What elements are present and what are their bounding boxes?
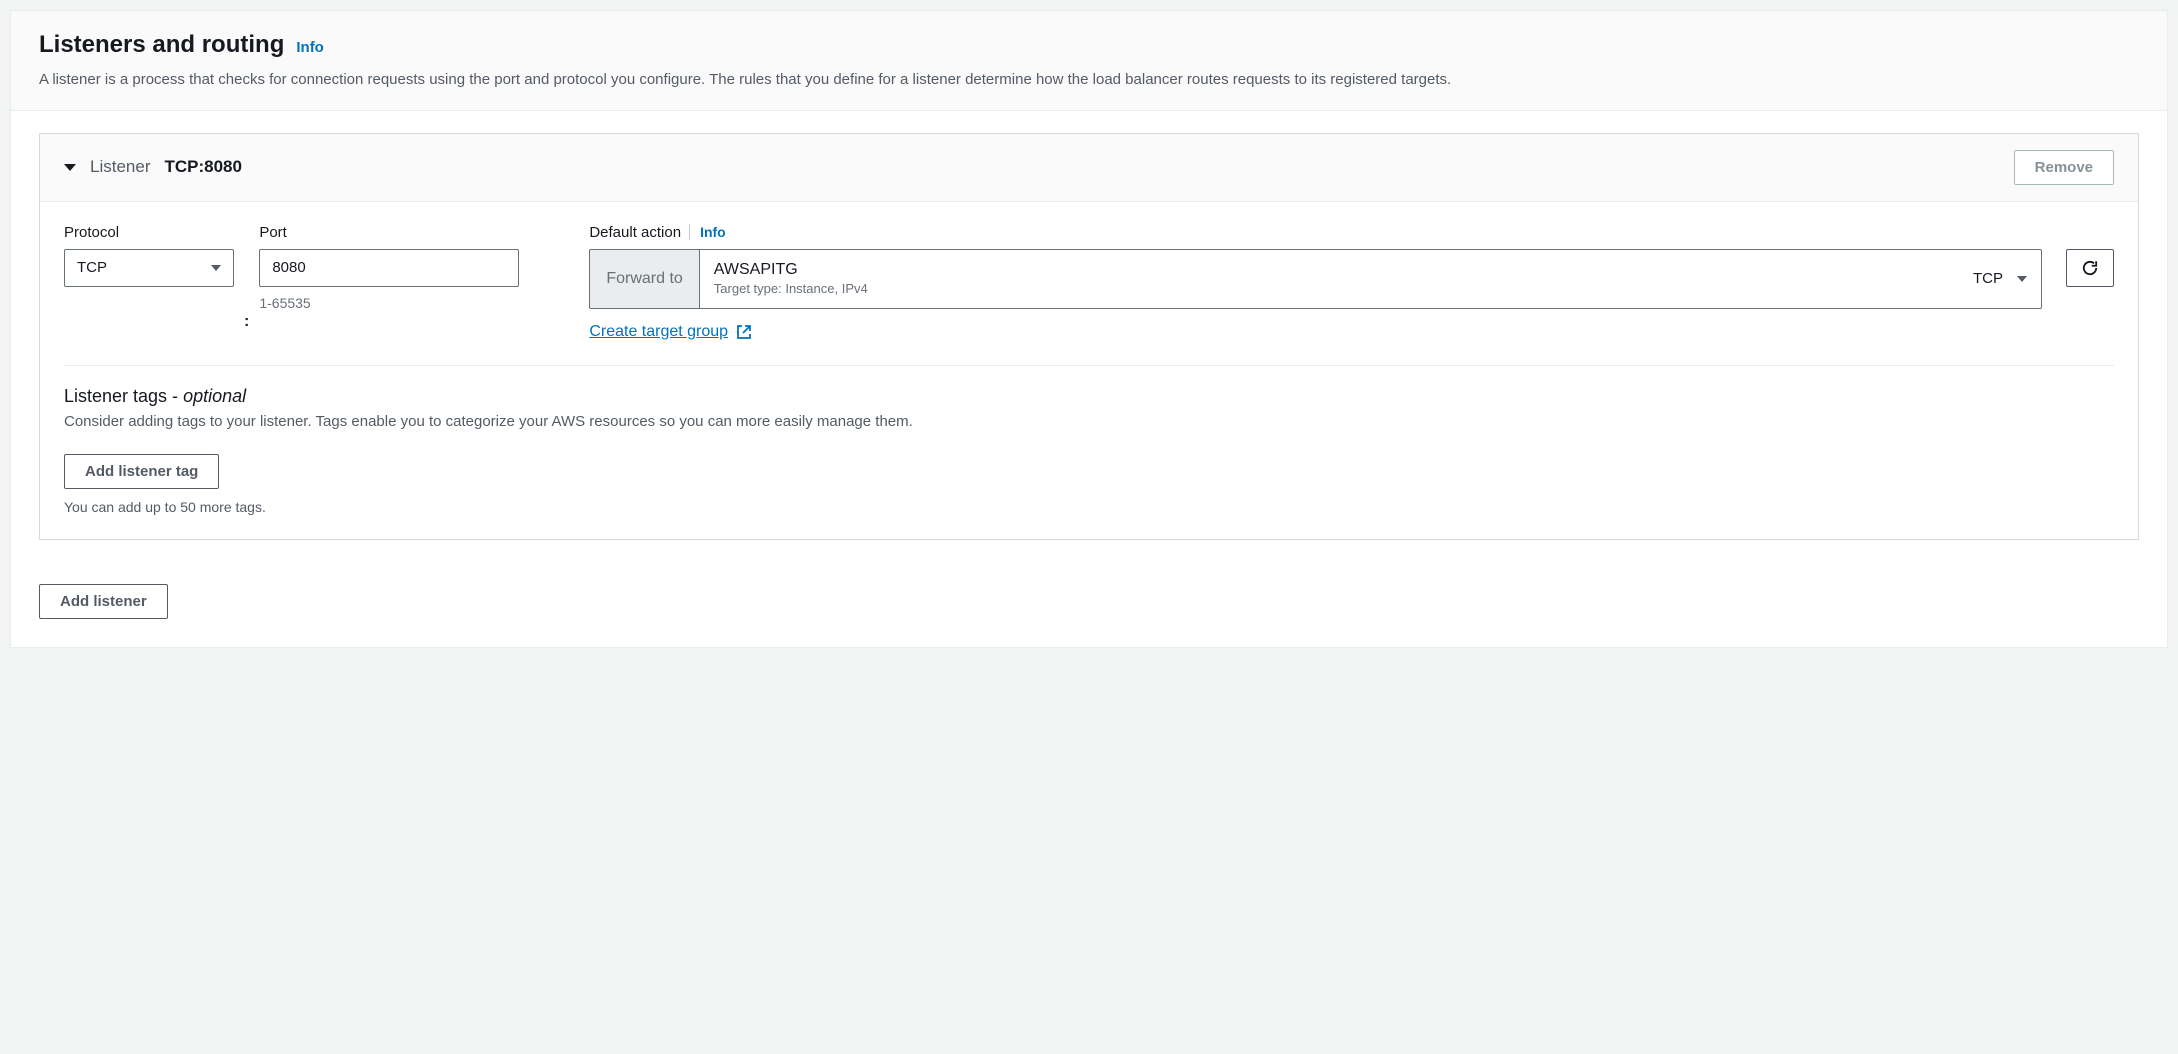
protocol-select[interactable]: TCP [64, 249, 234, 287]
protocol-field: Protocol TCP [64, 224, 234, 287]
panel-header: Listeners and routing Info A listener is… [11, 11, 2167, 111]
info-link[interactable]: Info [296, 39, 324, 56]
target-group-name: AWSAPITG [714, 261, 868, 279]
external-link-icon [736, 324, 752, 340]
target-group-select[interactable]: AWSAPITG Target type: Instance, IPv4 TCP [699, 249, 2042, 309]
create-target-group-link[interactable]: Create target group [589, 323, 2114, 341]
protocol-label: Protocol [64, 224, 234, 241]
port-field: Port 8080 1-65535 [259, 224, 519, 311]
listener-tags-section: Listener tags - optional Consider adding… [64, 386, 2114, 515]
refresh-button[interactable] [2066, 249, 2114, 287]
port-hint: 1-65535 [259, 295, 519, 311]
port-value: 8080 [272, 259, 305, 276]
create-target-group-label: Create target group [589, 323, 728, 341]
add-listener-button[interactable]: Add listener [39, 584, 168, 619]
target-group-subtext: Target type: Instance, IPv4 [714, 281, 868, 296]
listener-heading-label: Listener [90, 157, 150, 177]
divider [64, 365, 2114, 366]
remove-button[interactable]: Remove [2014, 150, 2114, 185]
chevron-down-icon [2017, 276, 2027, 282]
listener-card: Listener TCP:8080 Remove Protocol TCP : [39, 133, 2139, 540]
listener-tags-description: Consider adding tags to your listener. T… [64, 413, 2114, 430]
target-group-protocol: TCP [1973, 270, 2003, 287]
port-label: Port [259, 224, 519, 241]
port-input[interactable]: 8080 [259, 249, 519, 287]
listener-tags-title-main: Listener tags - [64, 386, 183, 406]
panel-title: Listeners and routing [39, 31, 284, 59]
add-listener-tag-button[interactable]: Add listener tag [64, 454, 219, 489]
refresh-icon [2081, 259, 2099, 277]
default-action-label: Default action [589, 224, 681, 241]
listener-tags-title: Listener tags - optional [64, 386, 2114, 407]
chevron-down-icon [211, 265, 221, 271]
protocol-value: TCP [77, 259, 107, 276]
default-action-field: Default action Info Forward to AWSAPITG … [589, 224, 2114, 341]
colon-separator: : [234, 303, 259, 341]
listeners-routing-panel: Listeners and routing Info A listener is… [10, 10, 2168, 648]
default-action-info-link[interactable]: Info [689, 224, 726, 240]
tag-limit-text: You can add up to 50 more tags. [64, 499, 2114, 515]
listener-card-header: Listener TCP:8080 Remove [40, 134, 2138, 202]
forward-to-label: Forward to [589, 249, 698, 309]
listener-heading-value: TCP:8080 [164, 157, 241, 177]
panel-description: A listener is a process that checks for … [39, 69, 2139, 92]
listener-tags-title-optional: optional [183, 386, 246, 406]
collapse-icon[interactable] [64, 164, 76, 171]
